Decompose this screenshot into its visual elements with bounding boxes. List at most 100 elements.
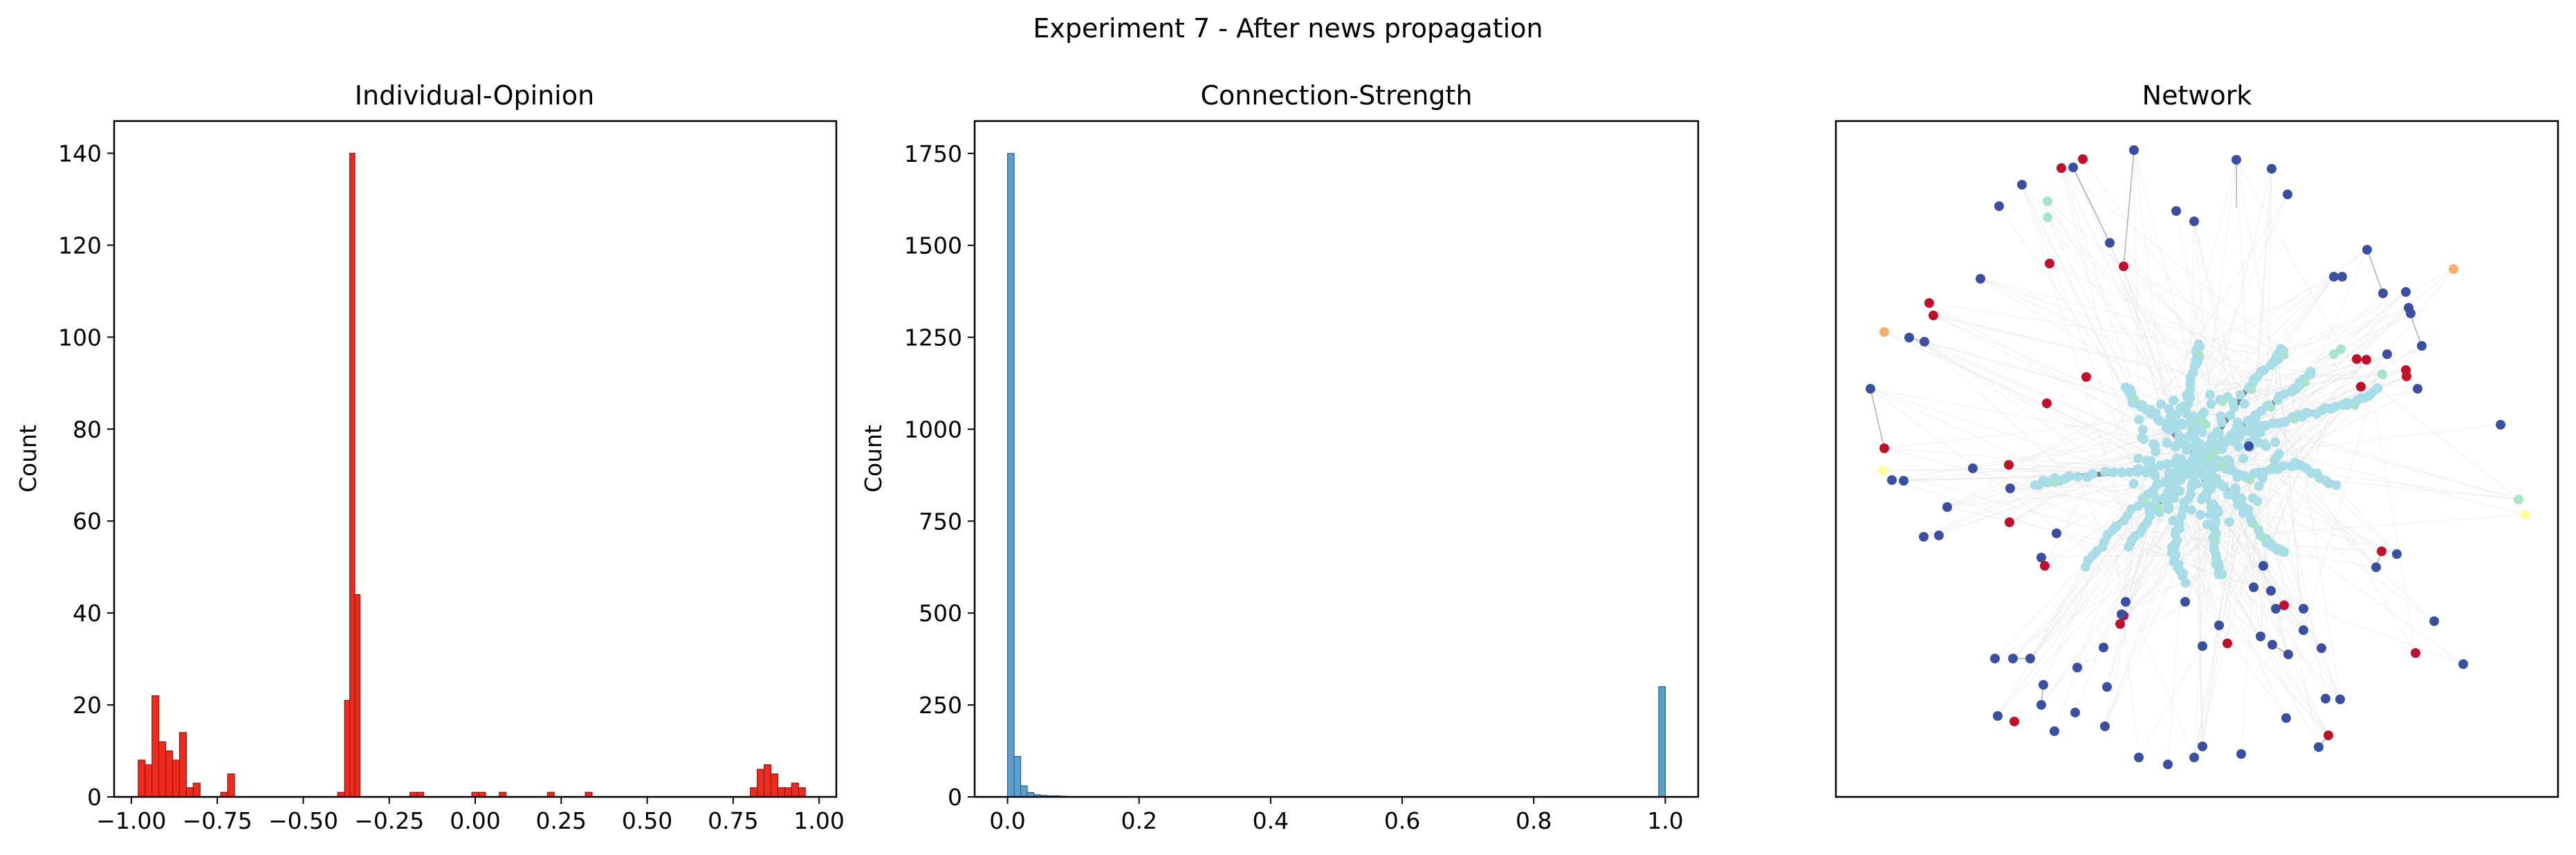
network-node xyxy=(1920,337,1929,347)
histogram-bar xyxy=(349,152,356,798)
network-edge xyxy=(2193,221,2211,395)
network-node xyxy=(2169,493,2180,504)
network-node xyxy=(2099,643,2108,652)
network-node xyxy=(2258,561,2268,571)
network-node xyxy=(2321,694,2330,704)
network-node xyxy=(2413,384,2422,394)
x-tick-label: 1.00 xyxy=(793,807,844,834)
network-node xyxy=(2267,403,2276,412)
network-node xyxy=(2229,428,2240,438)
network-edge xyxy=(2251,353,2388,523)
network-edge xyxy=(2180,571,2287,719)
network-node xyxy=(2165,412,2175,423)
network-edge xyxy=(2150,194,2288,414)
network-node xyxy=(2324,479,2334,488)
network-node xyxy=(2274,449,2284,459)
network-edge xyxy=(2175,210,2227,470)
network-node xyxy=(2279,600,2289,610)
network-node xyxy=(2117,609,2126,619)
opinion-axes-frame xyxy=(113,120,838,798)
network-node xyxy=(2247,385,2256,394)
network-edge xyxy=(1870,388,2307,469)
network-node xyxy=(2153,479,2163,489)
y-tick-label: 0 xyxy=(948,784,962,811)
network-node xyxy=(2314,742,2324,752)
network-node xyxy=(1899,476,1908,486)
network-node xyxy=(2217,439,2227,450)
network-node xyxy=(2198,470,2208,481)
network-node xyxy=(2392,549,2402,559)
network-edge xyxy=(2133,149,2213,450)
network-node xyxy=(2124,542,2134,552)
network-node xyxy=(2169,481,2179,491)
network-node xyxy=(2115,619,2125,629)
strength-axes-frame xyxy=(973,120,1700,798)
network-node xyxy=(2258,365,2269,376)
network-node xyxy=(2178,459,2188,469)
network-node xyxy=(2244,441,2254,451)
histogram-bar xyxy=(1006,153,1015,798)
y-tick-label: 140 xyxy=(58,140,102,167)
network-node xyxy=(2008,654,2018,663)
network-node xyxy=(2336,344,2346,354)
network-node xyxy=(2036,700,2046,710)
network-node xyxy=(2302,407,2312,418)
network-node xyxy=(2005,517,2014,527)
network-edge xyxy=(2167,504,2341,700)
network-chart-title: Network xyxy=(2142,80,2252,111)
network-node xyxy=(2329,349,2339,359)
network-node xyxy=(2258,533,2267,542)
histogram-bar xyxy=(172,760,181,798)
histogram-bar xyxy=(1013,755,1022,798)
network-node xyxy=(2306,367,2316,377)
network-node xyxy=(2100,467,2110,477)
network-node xyxy=(2183,398,2193,409)
network-node xyxy=(2151,446,2161,457)
network-node xyxy=(2134,414,2144,425)
network-edge xyxy=(2190,291,2407,398)
network-node xyxy=(1993,711,2003,721)
network-node xyxy=(2324,730,2333,740)
histogram-bar xyxy=(354,594,361,798)
network-node xyxy=(2224,517,2234,527)
network-edge xyxy=(2072,167,2110,243)
network-node xyxy=(2356,382,2366,392)
network-panel: Network xyxy=(1834,80,2559,798)
network-node xyxy=(2030,480,2041,490)
network-node xyxy=(2169,396,2179,405)
network-node xyxy=(2134,753,2144,762)
network-node xyxy=(2280,351,2289,360)
network-edge xyxy=(2133,149,2140,420)
network-edge xyxy=(2171,552,2329,736)
network-node xyxy=(1994,201,2004,211)
network-node xyxy=(1934,531,1944,540)
histogram-bar xyxy=(178,732,187,798)
network-node xyxy=(2170,458,2180,468)
network-node xyxy=(2232,155,2241,165)
network-node xyxy=(2078,154,2088,164)
strength-y-axis-label: Count xyxy=(860,425,887,493)
network-node xyxy=(2163,760,2173,769)
network-node xyxy=(2189,217,2199,226)
network-node xyxy=(2279,461,2288,471)
x-tick-label: −0.50 xyxy=(268,807,338,834)
network-node xyxy=(2229,402,2239,412)
histogram-bar xyxy=(750,787,758,798)
network-edge xyxy=(2221,444,2228,644)
network-node xyxy=(2214,620,2224,630)
network-node xyxy=(2230,483,2241,493)
network-edge xyxy=(2061,167,2284,351)
network-node xyxy=(2057,163,2066,173)
y-tick-label: 60 xyxy=(73,508,102,535)
network-node xyxy=(2080,562,2090,572)
network-node xyxy=(2183,494,2193,504)
network-node xyxy=(2337,272,2347,282)
network-edge xyxy=(1891,479,2103,548)
network-edge xyxy=(2372,392,2416,654)
network-edge xyxy=(2276,276,2335,361)
y-tick-label: 250 xyxy=(919,692,962,719)
network-node xyxy=(2520,510,2530,520)
network-node xyxy=(2045,259,2054,268)
network-node xyxy=(2223,638,2232,648)
network-node xyxy=(2177,511,2187,521)
